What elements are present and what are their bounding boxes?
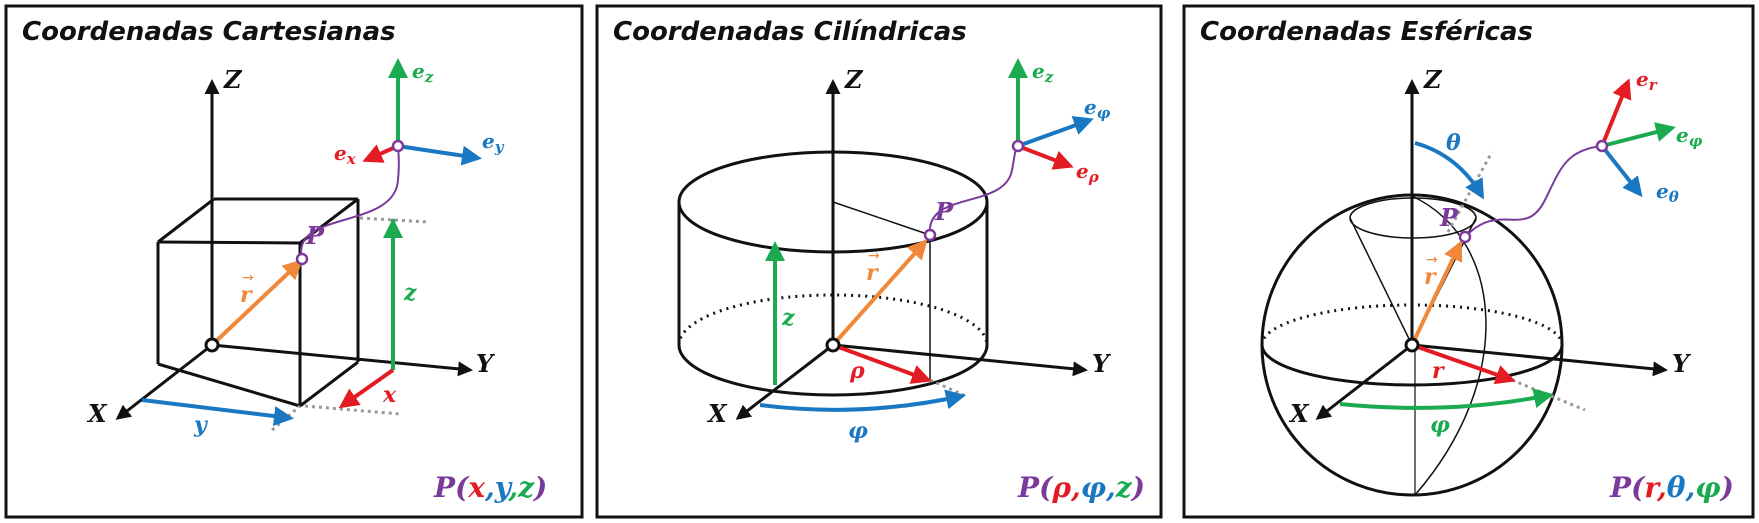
unit-vector-er — [1600, 78, 1632, 147]
x-component-arrow — [338, 368, 395, 409]
y-axis-label: Y — [1092, 349, 1112, 378]
position-vector-label: r — [240, 282, 253, 308]
position-vector-label: r — [1424, 264, 1437, 290]
panel-title: Coordenadas Cartesianas — [22, 17, 396, 47]
y-axis-label: Y — [476, 349, 496, 378]
unit-vector-ephi — [1601, 122, 1676, 148]
z-axis-label: Z — [844, 65, 864, 94]
r-component-label: r — [1432, 358, 1445, 384]
guide-line-theta — [1446, 151, 1494, 233]
theta-label: θ — [1446, 130, 1461, 156]
y-component-label: y — [193, 412, 209, 438]
x-axis — [1315, 343, 1413, 420]
y-axis — [832, 343, 1088, 377]
unit-vector-origin — [1595, 139, 1609, 153]
phi-label: φ — [1430, 412, 1450, 438]
y-axis-label: Y — [1672, 349, 1692, 378]
x-axis-label: X — [86, 399, 108, 428]
y-component-arrow — [141, 398, 294, 426]
x-axis-label: X — [706, 399, 728, 428]
sphere-equator-front — [1260, 344, 1564, 387]
panel-cartesian: Coordenadas Cartesianas Z Y X — [4, 4, 584, 519]
position-vector — [210, 259, 303, 347]
y-axis — [1411, 343, 1668, 377]
connector-curve — [300, 145, 400, 260]
panel-cylindrical: Coordenadas Cilíndricas Z Y X z ρ φ r → — [595, 4, 1163, 519]
point-p-label: P — [305, 221, 325, 250]
vector-arrow-glyph: → — [242, 270, 254, 286]
vector-arrow-glyph: → — [868, 248, 880, 264]
cube — [156, 197, 360, 408]
unit-ephi-label: eφ — [1676, 123, 1703, 150]
position-vector-label: r — [866, 260, 879, 286]
rho-component-label: ρ — [849, 358, 865, 384]
unit-ex-label: ex — [334, 141, 357, 168]
z-axis-label: Z — [223, 65, 243, 94]
point-p — [1458, 230, 1472, 244]
unit-er-label: er — [1636, 67, 1658, 94]
coordinate-formula: P(r,θ,φ) — [1609, 471, 1734, 504]
unit-vector-ey — [397, 144, 482, 166]
panel-title: Coordenadas Cilíndricas — [613, 17, 967, 47]
panel-spherical: Coordenadas Esféricas Z Y X θ r φ r — [1182, 4, 1755, 519]
x-axis-label: X — [1288, 399, 1310, 428]
phi-component-arc — [759, 389, 966, 412]
unit-vector-etheta — [1600, 144, 1643, 198]
meridian-line — [1411, 195, 1487, 496]
point-p — [295, 252, 309, 266]
panel-frame — [1182, 4, 1755, 519]
unit-etheta-label: eθ — [1656, 179, 1679, 206]
point-p-label: P — [1439, 203, 1459, 232]
z-component-label: z — [403, 280, 417, 306]
x-component-label: x — [382, 382, 397, 408]
phi-arc — [1339, 388, 1554, 410]
point-p — [923, 228, 937, 242]
origin-point — [825, 337, 841, 353]
z-axis-label: Z — [1423, 65, 1443, 94]
unit-ez-label: ez — [1032, 59, 1054, 86]
y-axis — [211, 343, 473, 377]
panel-frame — [595, 4, 1163, 519]
x-axis — [735, 343, 834, 420]
unit-vector-ephi — [1017, 116, 1094, 148]
r-component-arrow — [1411, 343, 1516, 385]
guide-line-phi — [1511, 378, 1586, 412]
guide-lines — [271, 216, 429, 432]
unit-vector-erho — [1017, 144, 1074, 170]
phi-component-label: φ — [848, 418, 868, 444]
vector-arrow-glyph: → — [1426, 252, 1438, 268]
x-axis — [115, 343, 213, 420]
unit-erho-label: eρ — [1076, 159, 1100, 186]
connector-curve — [1464, 145, 1603, 238]
origin-point — [204, 337, 220, 353]
unit-ey-label: ey — [482, 129, 505, 156]
unit-ephi-label: eφ — [1084, 95, 1111, 122]
panel-frame — [4, 4, 584, 519]
coordinate-formula: P(x,y,z) — [433, 471, 547, 504]
cone-edge-left — [1349, 217, 1413, 346]
panel-title: Coordenadas Esféricas — [1200, 17, 1533, 47]
cylinder-radius-line — [832, 201, 931, 236]
z-component-label: z — [781, 305, 795, 331]
theta-arc — [1414, 141, 1485, 200]
unit-vector-origin — [391, 139, 405, 153]
unit-vector-origin — [1011, 139, 1025, 153]
position-vector — [1410, 240, 1463, 346]
unit-ez-label: ez — [412, 59, 434, 86]
point-p-label: P — [934, 197, 954, 226]
origin-point — [1404, 337, 1420, 353]
position-vector — [831, 239, 928, 347]
coordinate-formula: P(ρ,φ,z) — [1017, 471, 1145, 504]
rho-component-arrow — [832, 343, 932, 384]
